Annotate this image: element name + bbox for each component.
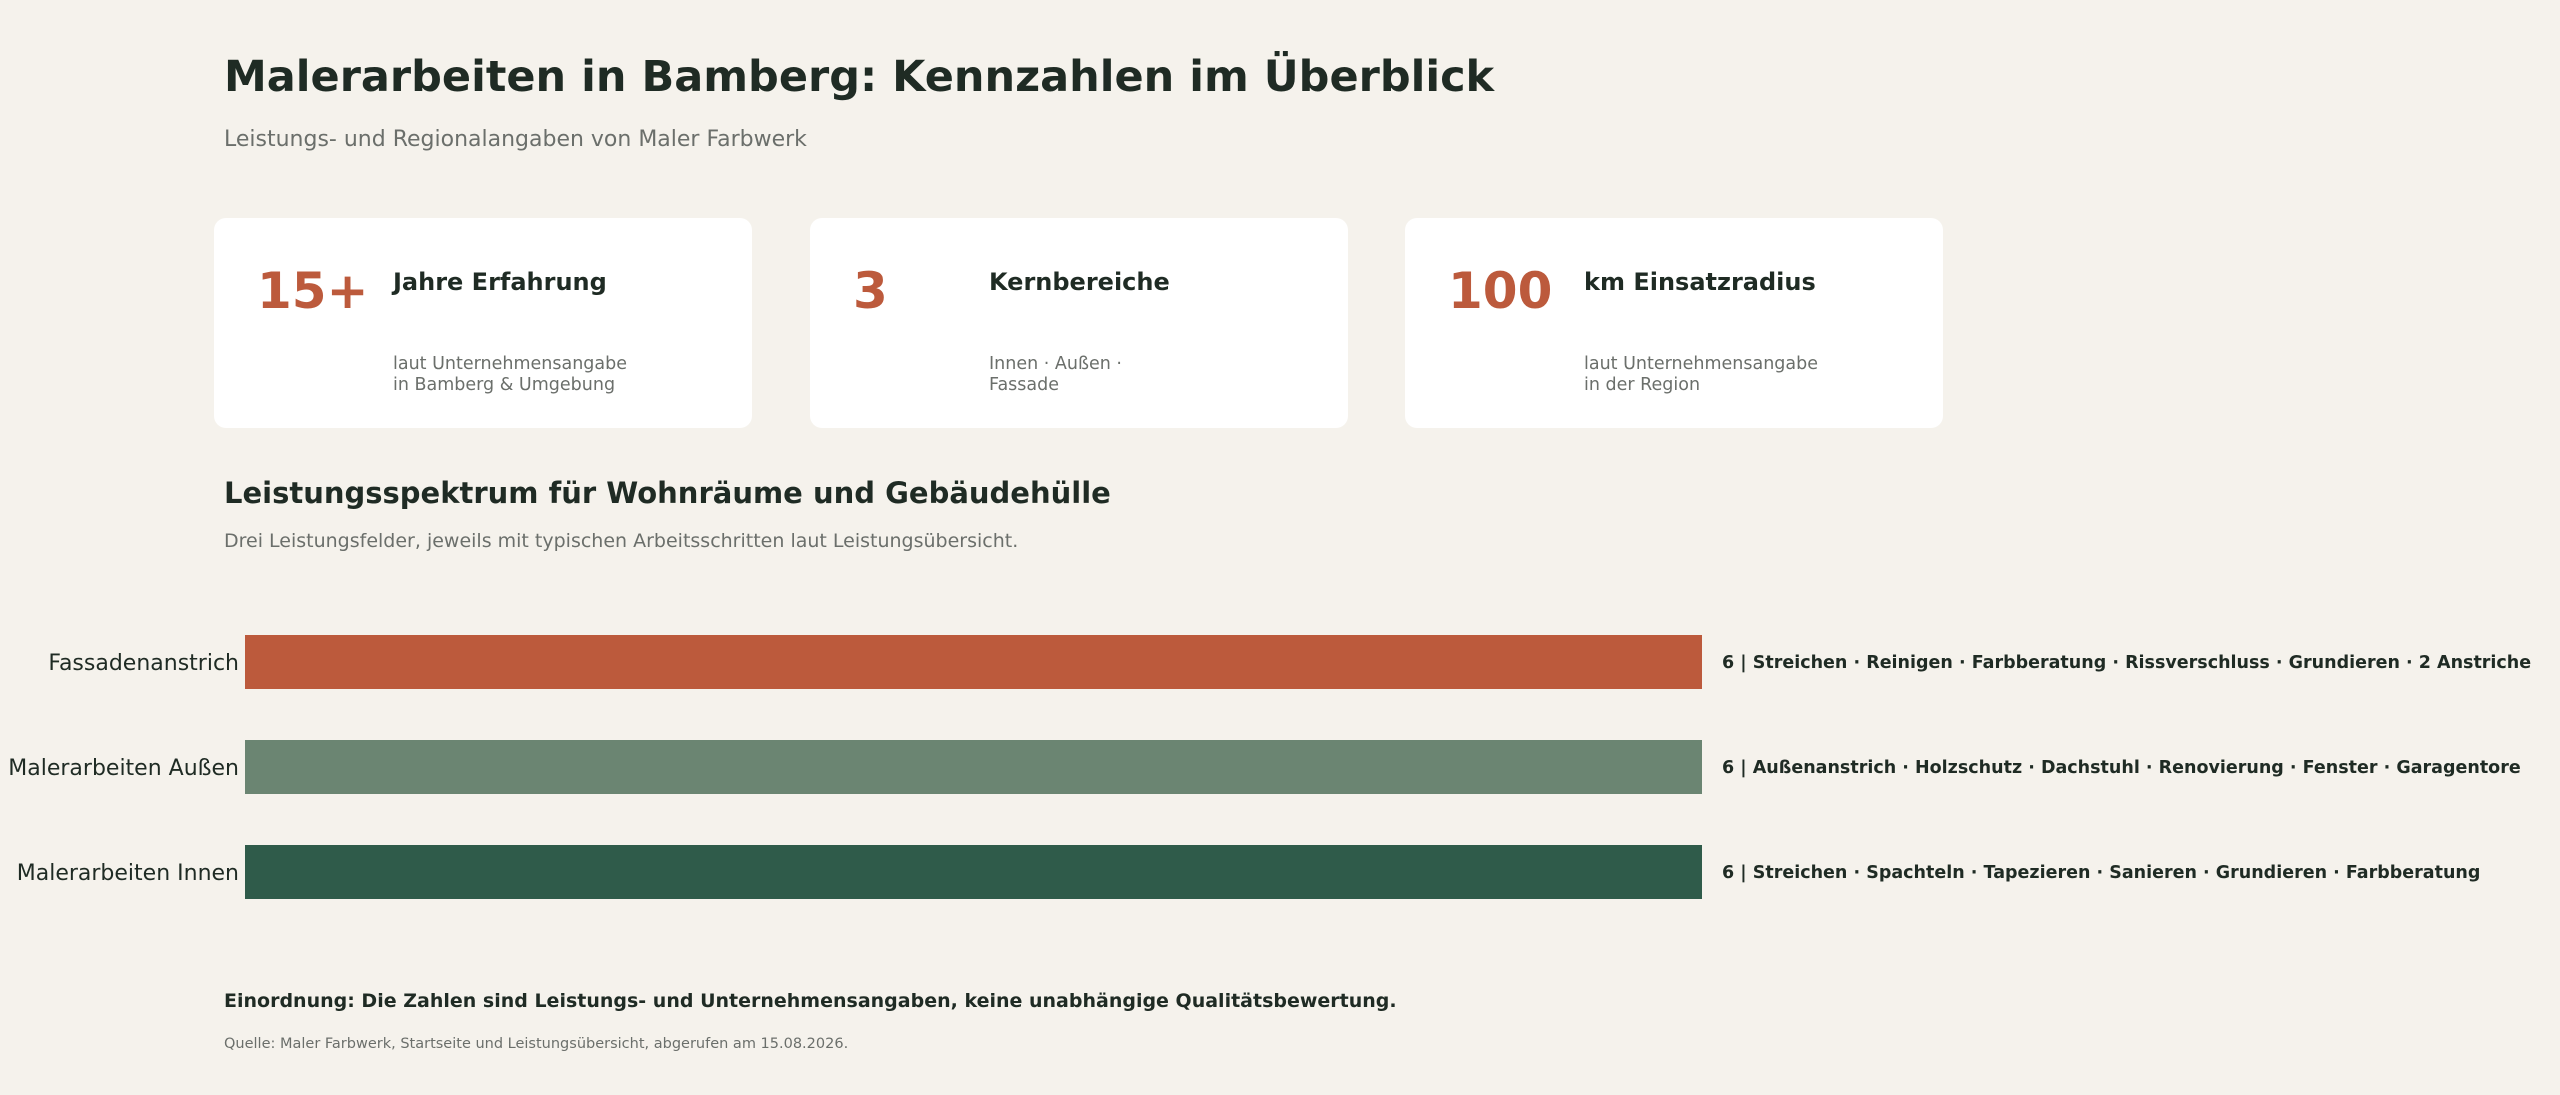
kpi-note-line: laut Unternehmensangabe — [393, 354, 628, 374]
kpi-value: 100 — [1448, 262, 1553, 320]
kpi-card-experience: 15+ Jahre Erfahrung laut Unternehmensang… — [214, 218, 752, 428]
kpi-note-line: laut Unternehmensangabe — [1584, 354, 1819, 374]
bar — [245, 740, 1702, 794]
category-label: Malerarbeiten Innen — [17, 861, 239, 886]
kpi-value: 15+ — [257, 262, 369, 320]
kpi-note: laut Unternehmensangabe in Bamberg & Umg… — [393, 354, 627, 396]
kpi-note-line: in der Region — [1584, 375, 1701, 395]
bar — [245, 845, 1702, 899]
kpi-note-line: Innen · Außen · — [989, 354, 1122, 374]
data-label: 6 | Streichen · Spachteln · Tapezieren ·… — [1722, 863, 2480, 883]
kpi-note: laut Unternehmensangabe in der Region — [1584, 354, 1818, 396]
kpi-card-radius: 100 km Einsatzradius laut Unternehmensan… — [1405, 218, 1943, 428]
kpi-label: Kernbereiche — [989, 268, 1170, 296]
kpi-label: km Einsatzradius — [1584, 268, 1816, 296]
kpi-card-core-areas: 3 Kernbereiche Innen · Außen · Fassade — [810, 218, 1348, 428]
section-subtitle: Drei Leistungsfelder, jeweils mit typisc… — [224, 530, 1019, 552]
page-title: Malerarbeiten in Bamberg: Kennzahlen im … — [224, 52, 1495, 102]
kpi-note-line: Fassade — [989, 375, 1060, 395]
kpi-value: 3 — [853, 262, 888, 320]
kpi-note: Innen · Außen · Fassade — [989, 354, 1122, 396]
bar — [245, 635, 1702, 689]
footnote: Einordnung: Die Zahlen sind Leistungs- u… — [224, 990, 1397, 1012]
category-label: Malerarbeiten Außen — [8, 756, 239, 781]
page-subtitle: Leistungs- und Regionalangaben von Maler… — [224, 127, 807, 152]
category-label: Fassadenanstrich — [48, 651, 239, 676]
kpi-note-line: in Bamberg & Umgebung — [393, 375, 616, 395]
bar-chart: Fassadenanstrich 6 | Streichen · Reinigen… — [8, 635, 2531, 899]
data-label: 6 | Außenanstrich · Holzschutz · Dachstu… — [1722, 758, 2521, 778]
section-title: Leistungsspektrum für Wohnräume und Gebä… — [224, 476, 1111, 510]
source-note: Quelle: Maler Farbwerk, Startseite und L… — [224, 1036, 849, 1052]
kpi-label: Jahre Erfahrung — [393, 268, 607, 296]
data-label: 6 | Streichen · Reinigen · Farbberatung … — [1722, 653, 2531, 673]
